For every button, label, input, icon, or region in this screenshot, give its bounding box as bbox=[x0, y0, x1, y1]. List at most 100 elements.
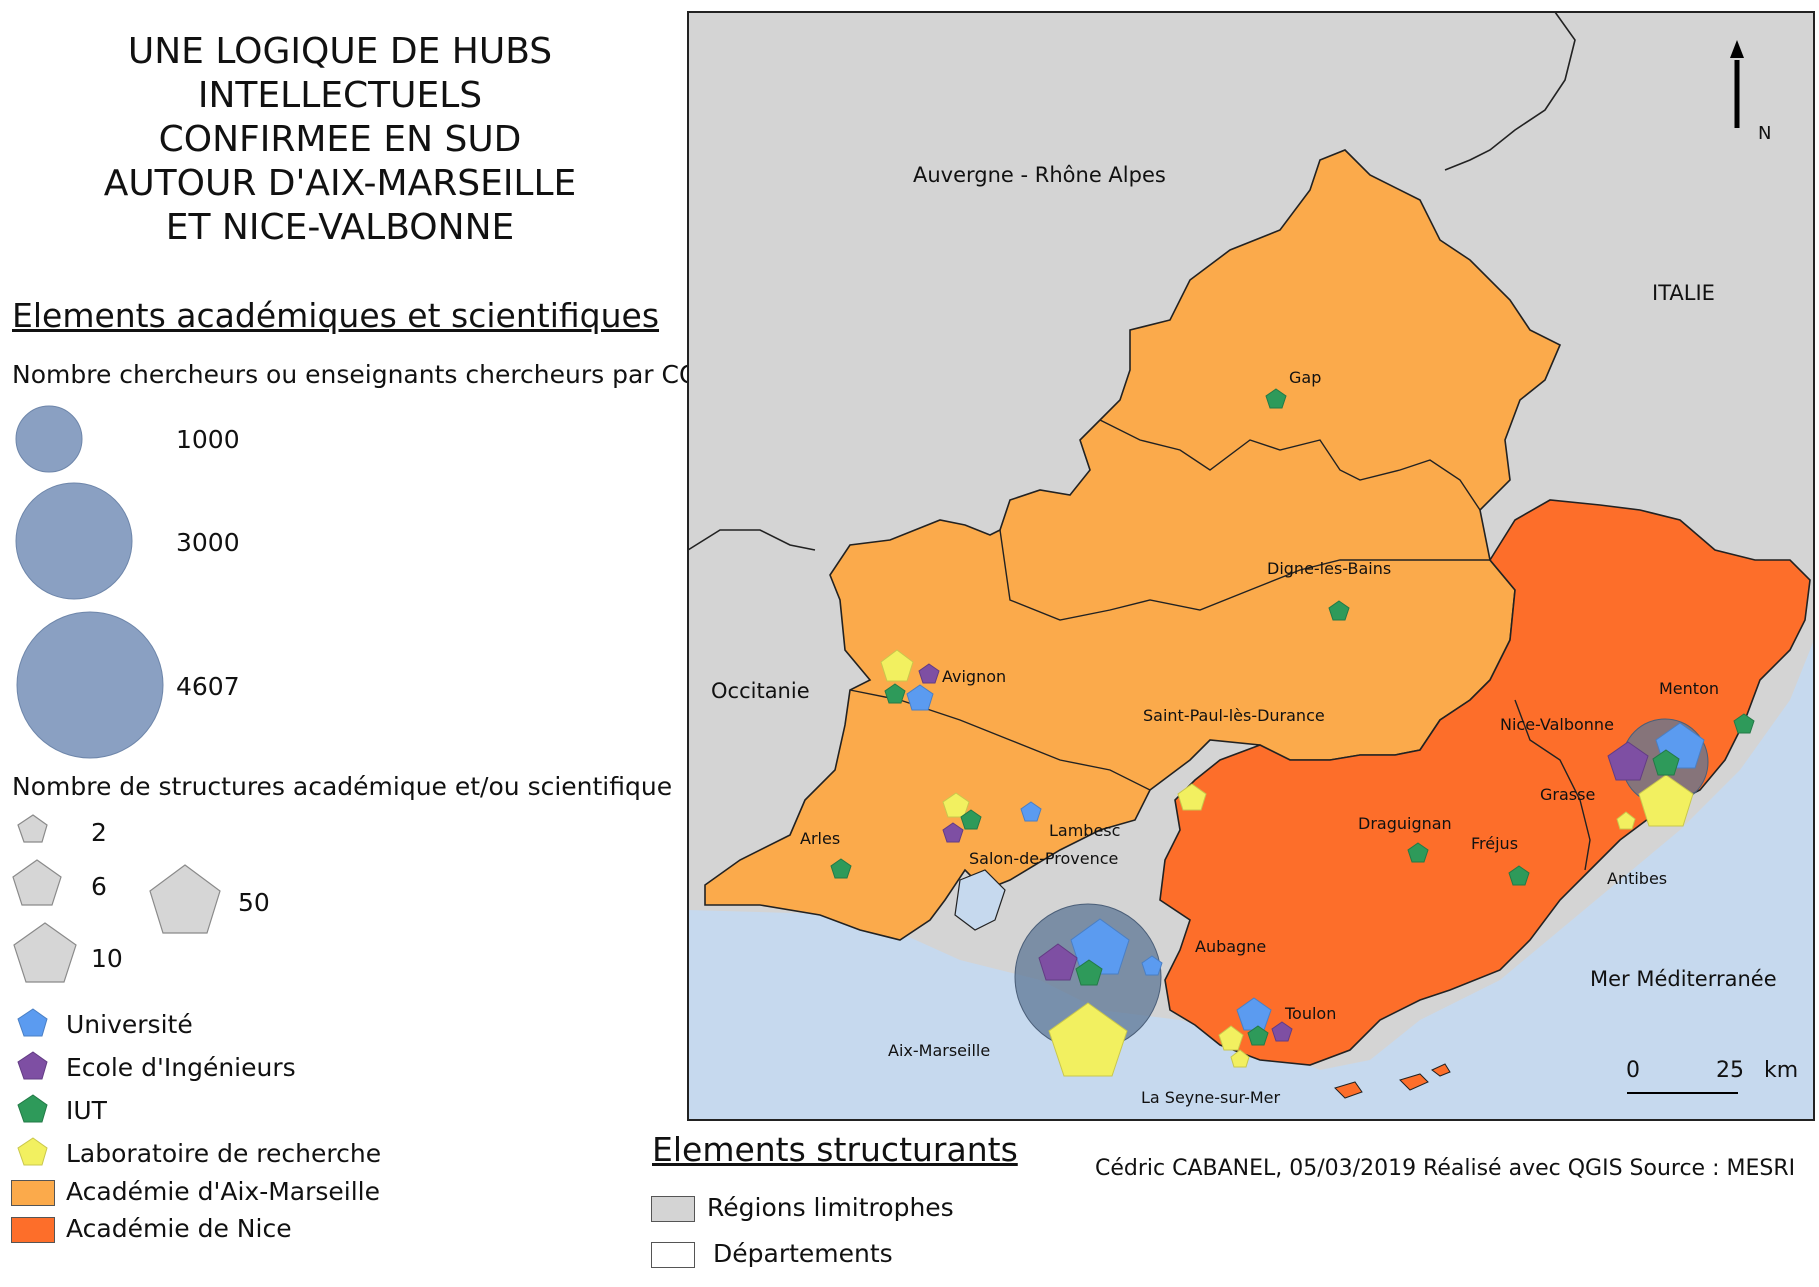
north-label: N bbox=[1758, 123, 1771, 144]
engineering-school-marker-icon bbox=[17, 1051, 48, 1080]
marker bbox=[1247, 1025, 1269, 1046]
marker bbox=[1616, 811, 1636, 830]
pentagon-2 bbox=[17, 814, 48, 843]
city-label: Grasse bbox=[1540, 785, 1595, 804]
iut-marker-icon bbox=[17, 1094, 48, 1123]
scale-label: km bbox=[1764, 1058, 1798, 1083]
pentagon-value: 10 bbox=[91, 944, 123, 973]
type-markers bbox=[17, 1008, 48, 1166]
legend-departements: Départements bbox=[713, 1239, 893, 1268]
title-line: UNE LOGIQUE DE HUBS bbox=[127, 31, 553, 72]
legend-laboratory: Laboratoire de recherche bbox=[66, 1139, 382, 1168]
region-label: Mer Méditerranée bbox=[1590, 967, 1777, 991]
city-label: Menton bbox=[1659, 679, 1719, 698]
north-arrow-head-icon bbox=[1730, 40, 1744, 58]
marker bbox=[1230, 1049, 1250, 1068]
legend-iut: IUT bbox=[66, 1096, 107, 1125]
nice-engineering-marker bbox=[1607, 741, 1649, 781]
pentagon-50 bbox=[149, 864, 221, 934]
title-line: ET NICE-VALBONNE bbox=[165, 207, 515, 248]
city-label: Aix-Marseille bbox=[888, 1041, 990, 1060]
credits: Cédric CABANEL, 05/03/2019 Réalisé avec … bbox=[1095, 1156, 1796, 1181]
pentagon-value: 6 bbox=[91, 872, 107, 901]
marker bbox=[1141, 955, 1163, 976]
island bbox=[1334, 1081, 1363, 1099]
circle-value: 4607 bbox=[176, 672, 240, 701]
academie-aix-marseille bbox=[704, 149, 1562, 941]
aix-engineering-marker bbox=[1038, 943, 1078, 981]
city-label: Antibes bbox=[1607, 869, 1667, 888]
marker bbox=[830, 858, 852, 879]
pentagon-value: 50 bbox=[238, 888, 270, 917]
city-label: Lambesc bbox=[1049, 821, 1120, 840]
legend-section-structural: Elements structurants bbox=[652, 1130, 1018, 1169]
title-line: INTELLECTUELS bbox=[197, 75, 483, 116]
marker bbox=[960, 809, 982, 830]
circle-size-legend bbox=[15, 405, 164, 759]
marker bbox=[1265, 388, 1287, 409]
researchers-caption: Nombre chercheurs ou enseignants cherche… bbox=[12, 360, 755, 389]
dept-border-ahp bbox=[999, 529, 1490, 621]
circle-value: 3000 bbox=[176, 528, 240, 557]
marker bbox=[1020, 801, 1042, 822]
city-label: Avignon bbox=[942, 667, 1006, 686]
dept-border-hautes-alpes bbox=[1099, 419, 1481, 511]
legend-university: Université bbox=[66, 1010, 193, 1039]
region-label: ITALIE bbox=[1652, 281, 1715, 305]
legend-academie-aix: Académie d'Aix-Marseille bbox=[66, 1177, 381, 1206]
title-line: AUTOUR D'AIX-MARSEILLE bbox=[103, 163, 577, 204]
legend-engineering-school: Ecole d'Ingénieurs bbox=[66, 1053, 296, 1082]
city-label: La Seyne-sur-Mer bbox=[1141, 1088, 1280, 1107]
marker bbox=[884, 683, 906, 704]
pentagon-6 bbox=[12, 859, 62, 906]
border-occitanie bbox=[687, 529, 816, 551]
mediterranean-sea bbox=[688, 640, 1814, 1120]
city-label: Saint-Paul-lès-Durance bbox=[1143, 706, 1325, 725]
swatch-departements bbox=[651, 1242, 695, 1268]
etang-de-berre bbox=[954, 869, 1006, 931]
swatch-academie-nice bbox=[11, 1217, 55, 1243]
pentagon-size-legend bbox=[12, 814, 221, 983]
island bbox=[1399, 1073, 1429, 1091]
swatch-academie-aix bbox=[11, 1180, 55, 1206]
structures-caption: Nombre de structures académique et/ou sc… bbox=[12, 772, 673, 801]
pentagon-value: 2 bbox=[91, 818, 107, 847]
marker bbox=[918, 663, 940, 684]
circle-value: 1000 bbox=[176, 425, 240, 454]
marker bbox=[1328, 600, 1350, 621]
circle-1000 bbox=[15, 405, 83, 473]
city-label: Digne-les-Bains bbox=[1267, 559, 1391, 578]
aix-iut-marker bbox=[1075, 959, 1103, 986]
city-label: Nice-Valbonne bbox=[1500, 715, 1614, 734]
marker bbox=[1177, 783, 1207, 811]
city-label: Gap bbox=[1289, 368, 1321, 387]
city-label: Arles bbox=[800, 829, 840, 848]
marker bbox=[1407, 842, 1429, 863]
title-line: CONFIRMEE EN SUD bbox=[158, 119, 522, 160]
marker bbox=[906, 684, 934, 711]
region-label: Occitanie bbox=[711, 679, 810, 703]
pentagon-10 bbox=[13, 922, 77, 983]
city-label: Fréjus bbox=[1471, 834, 1518, 853]
marker bbox=[942, 792, 970, 818]
map-frame bbox=[687, 11, 1815, 1121]
dept-border-var-am bbox=[1514, 699, 1591, 871]
legend-section-academic: Elements académiques et scientifiques bbox=[12, 296, 660, 335]
aix-laboratory-marker bbox=[1048, 1002, 1128, 1077]
city-label: Toulon bbox=[1284, 1004, 1336, 1023]
circle-4607 bbox=[16, 611, 164, 759]
swatch-regions bbox=[651, 1196, 695, 1222]
city-label: Salon-de-Provence bbox=[969, 849, 1118, 868]
city-label: Aubagne bbox=[1195, 937, 1266, 956]
marker bbox=[1508, 865, 1530, 886]
border-italy bbox=[1444, 11, 1576, 171]
laboratory-marker-icon bbox=[17, 1137, 48, 1166]
marker bbox=[1733, 713, 1755, 734]
marker bbox=[942, 822, 964, 843]
scale-label: 25 bbox=[1716, 1058, 1744, 1083]
marker bbox=[1271, 1021, 1293, 1042]
circle-3000 bbox=[15, 482, 133, 600]
university-marker-icon bbox=[17, 1008, 48, 1037]
nice-laboratory-marker bbox=[1638, 774, 1694, 827]
